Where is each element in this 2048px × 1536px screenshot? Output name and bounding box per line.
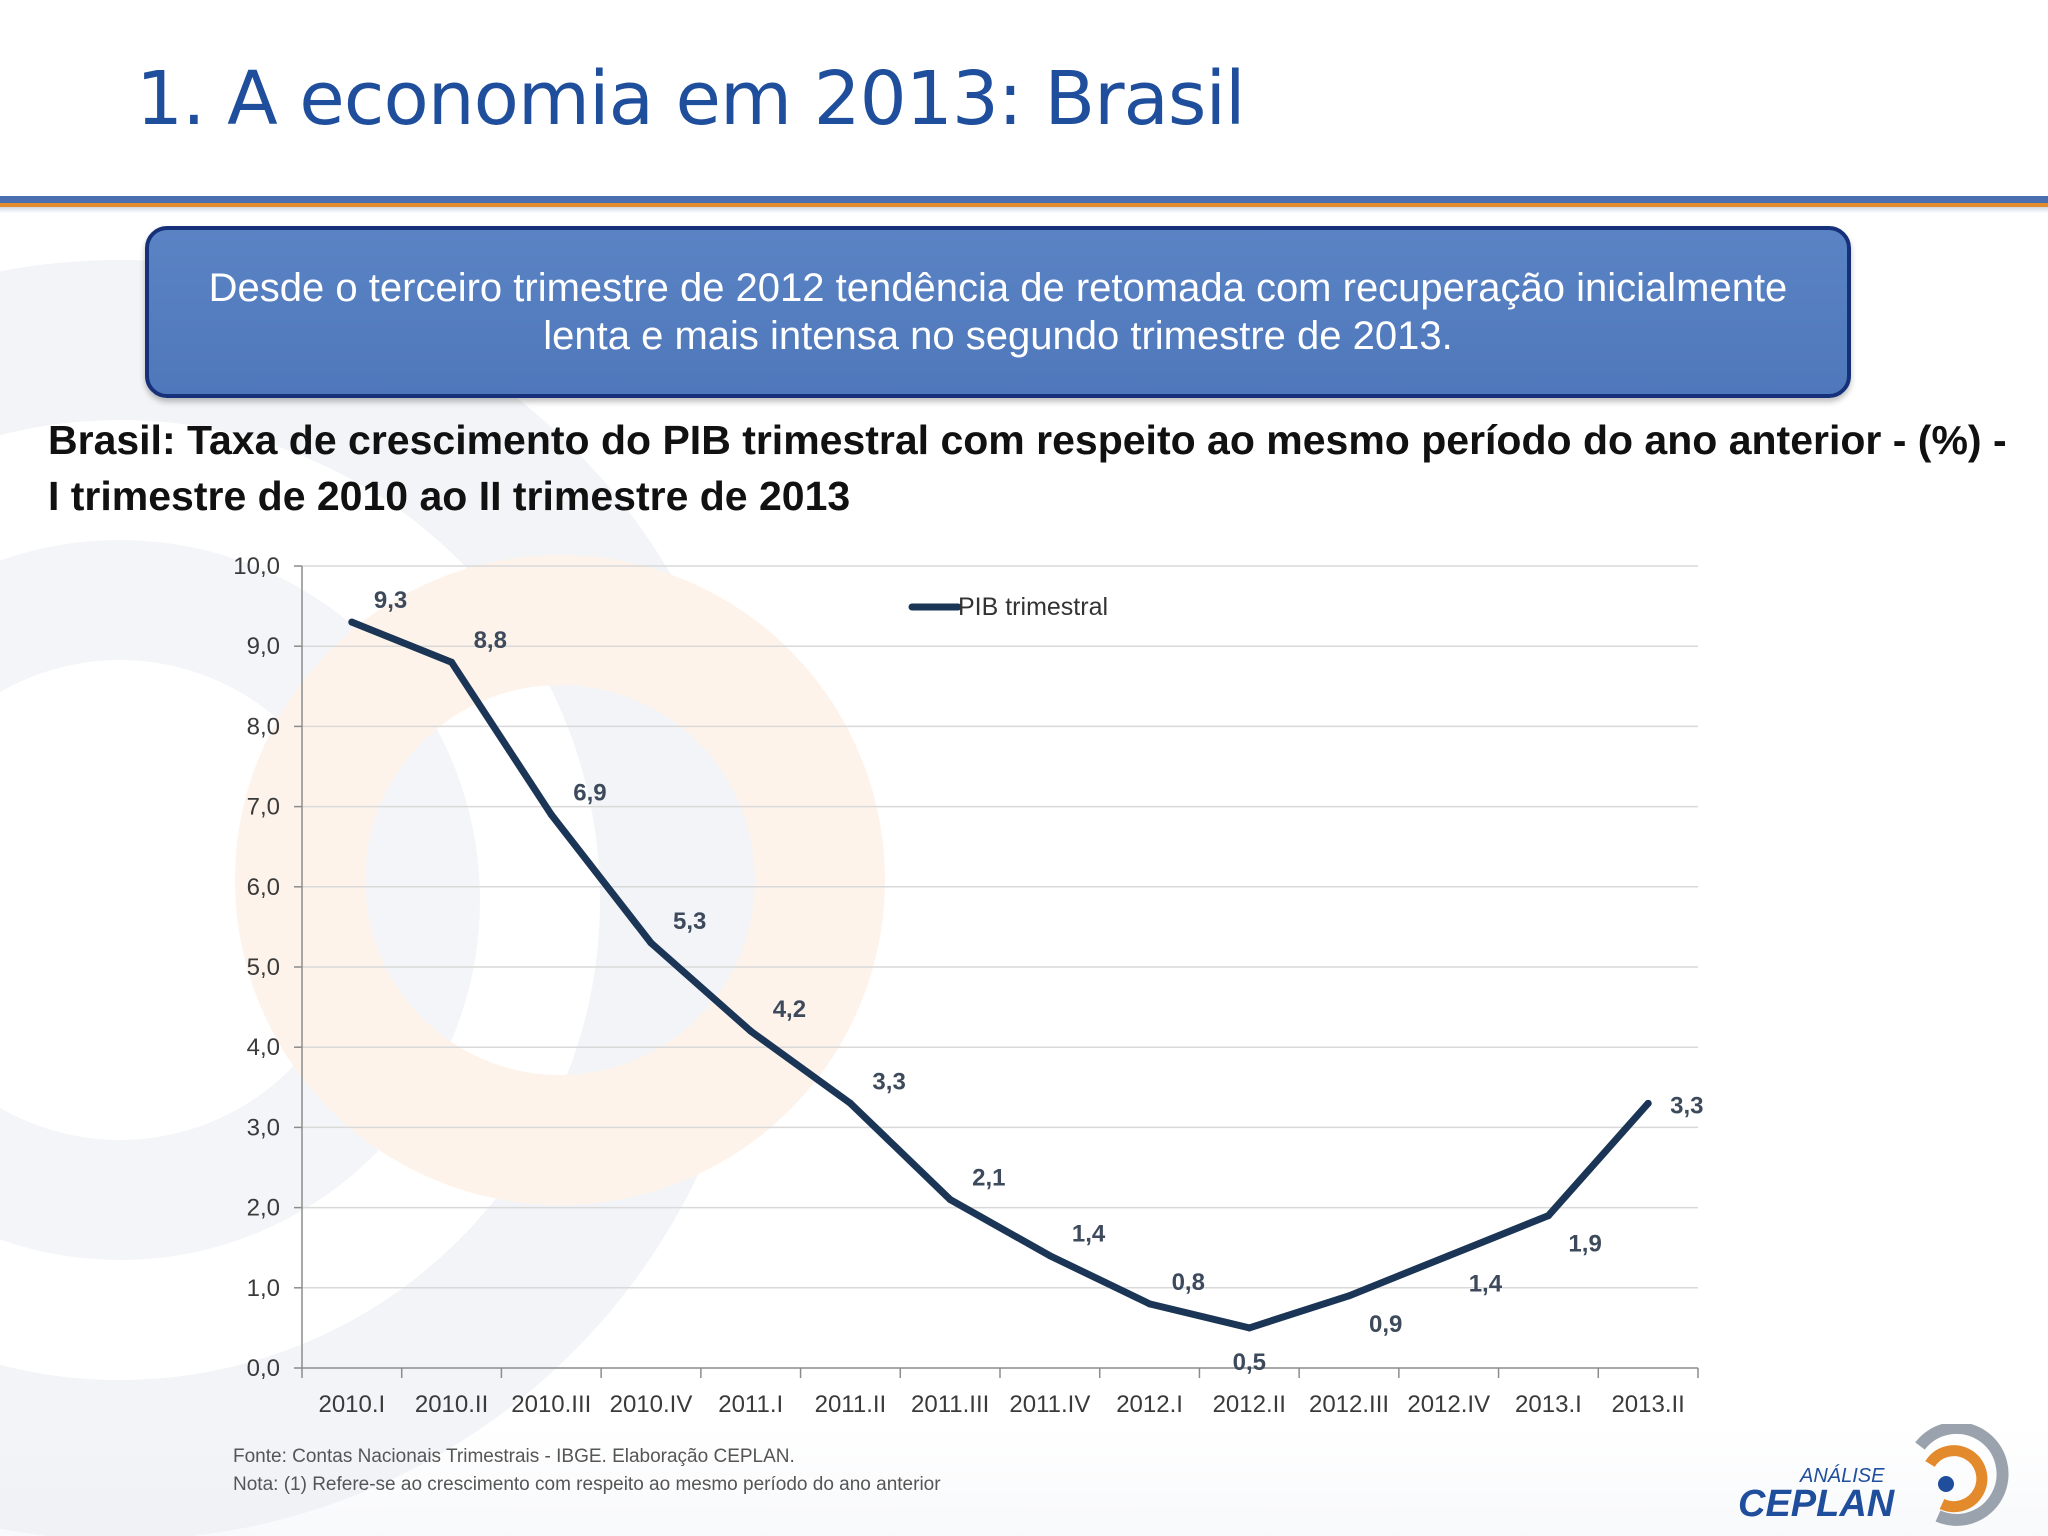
header-rule-blue [0,196,2048,203]
data-point [1245,1324,1253,1332]
series-line [348,618,1652,1332]
data-point [647,939,655,947]
x-tick-label: 2010.II [415,1391,488,1418]
x-tick-label: 2012.II [1213,1391,1286,1418]
data-point [547,811,555,819]
data-label: 1,4 [1469,1271,1503,1298]
data-label: 4,2 [773,996,806,1023]
data-point [1146,1300,1154,1308]
data-label: 2,1 [972,1165,1005,1192]
x-tick-label: 2011.IV [1009,1391,1090,1418]
chart-heading: Brasil: Taxa de crescimento do PIB trime… [48,417,2007,519]
x-tick-label: 2012.I [1116,1391,1183,1418]
data-point [747,1027,755,1035]
x-tick-label: 2012.IV [1407,1391,1490,1418]
y-tick-label: 8,0 [247,713,280,740]
x-tick-label: 2012.III [1309,1391,1389,1418]
x-tick-label: 2011.III [911,1391,989,1418]
axes [294,565,1699,1378]
x-tick-label: 2010.IV [610,1391,693,1418]
data-label: 0,5 [1233,1349,1266,1376]
x-tick-label: 2010.I [318,1391,385,1418]
y-tick-label: 0,0 [247,1355,280,1382]
data-labels: 9,3 8,8 6,9 5,3 4,2 3,3 2,1 1,4 0,8 0,5 0,9 1,4 1,9 3… [374,587,1704,1376]
x-tick-label: 2013.II [1611,1391,1684,1418]
y-tick-label: 6,0 [247,874,280,901]
data-label: 1,4 [1072,1221,1106,1248]
data-label: 6,9 [573,780,606,807]
series-group [348,618,1652,1332]
legend-label: PIB trimestral [958,593,1108,621]
data-label: 8,8 [474,627,507,654]
x-tick-label: 2010.III [511,1391,591,1418]
data-point [348,618,356,626]
data-point [1445,1252,1453,1260]
legend: PIB trimestral [908,593,1108,621]
grid-lines [302,565,1698,1289]
callout-text: Desde o terceiro trimestre de 2012 tendê… [208,266,1788,358]
data-point [1644,1099,1652,1107]
logo-brand-text: CEPLAN [1738,1483,1896,1525]
logo-ring-gray [1915,1424,2009,1526]
header-rule-orange [0,203,2048,207]
logo-ring-orange [1925,1445,1988,1513]
y-tick-label: 4,0 [247,1034,280,1061]
y-tick-label: 1,0 [247,1275,280,1302]
data-point [1046,1252,1054,1260]
data-point [448,658,456,666]
header-rule-shadow [0,207,2048,213]
data-label: 3,3 [1670,1092,1703,1119]
data-point [946,1196,954,1204]
footer-band [0,1426,2048,1536]
data-point [1345,1292,1353,1300]
data-label: 9,3 [374,587,407,614]
source-note: Fonte: Contas Nacionais Trimestrais - IB… [233,1446,795,1467]
data-label: 0,8 [1172,1269,1205,1296]
data-point [846,1099,854,1107]
ceplan-logo: ANÁLISE CEPLAN [1738,1424,2009,1526]
y-tick-label: 3,0 [247,1114,280,1141]
x-tick-label: 2013.I [1515,1391,1582,1418]
y-tick-label: 10,0 [233,553,280,580]
y-tick-label: 7,0 [247,794,280,821]
data-label: 1,9 [1568,1231,1601,1258]
y-tick-labels: 0,0 1,0 2,0 3,0 4,0 5,0 6,0 7,0 8,0 9,0 10,0 [233,553,280,1382]
data-label: 5,3 [673,908,706,935]
logo-dot [1938,1476,1954,1492]
callout-box: Desde o terceiro trimestre de 2012 tendê… [145,226,1851,398]
data-point [1544,1212,1552,1220]
x-tick-label: 2011.II [815,1391,887,1418]
footnote: Nota: (1) Refere-se ao crescimento com r… [233,1474,941,1495]
y-tick-label: 5,0 [247,954,280,981]
y-tick-label: 9,0 [247,633,280,660]
data-label: 3,3 [872,1068,905,1095]
x-tick-label: 2011.I [718,1391,783,1418]
data-label: 0,9 [1369,1311,1402,1338]
y-tick-label: 2,0 [247,1195,280,1222]
slide-title: 1. A economia em 2013: Brasil [136,56,1246,142]
x-tick-labels: 2010.I 2010.II 2010.III 2010.IV 2011.I 2011.I… [318,1391,1684,1418]
logo-top-text: ANÁLISE [1799,1464,1885,1487]
header-band [0,0,2048,196]
